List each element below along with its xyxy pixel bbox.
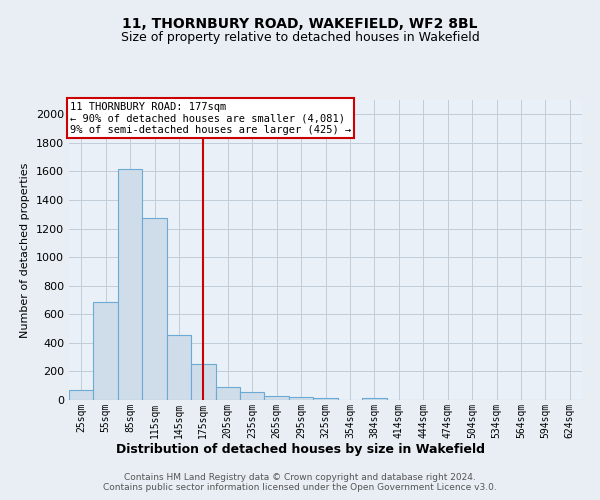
Text: Contains HM Land Registry data © Crown copyright and database right 2024.
Contai: Contains HM Land Registry data © Crown c… — [103, 472, 497, 492]
Bar — [215, 386, 240, 400]
Y-axis label: Number of detached properties: Number of detached properties — [20, 162, 31, 338]
Bar — [289, 397, 313, 400]
Bar — [191, 364, 215, 400]
Bar — [142, 218, 167, 400]
Bar — [94, 302, 118, 400]
Bar — [69, 390, 94, 400]
Bar — [313, 398, 338, 400]
Text: Size of property relative to detached houses in Wakefield: Size of property relative to detached ho… — [121, 31, 479, 44]
Bar — [265, 396, 289, 400]
Bar — [240, 392, 265, 400]
Bar — [167, 336, 191, 400]
Text: Distribution of detached houses by size in Wakefield: Distribution of detached houses by size … — [115, 442, 485, 456]
Bar — [118, 168, 142, 400]
Bar — [362, 398, 386, 400]
Text: 11, THORNBURY ROAD, WAKEFIELD, WF2 8BL: 11, THORNBURY ROAD, WAKEFIELD, WF2 8BL — [122, 18, 478, 32]
Text: 11 THORNBURY ROAD: 177sqm
← 90% of detached houses are smaller (4,081)
9% of sem: 11 THORNBURY ROAD: 177sqm ← 90% of detac… — [70, 102, 351, 134]
